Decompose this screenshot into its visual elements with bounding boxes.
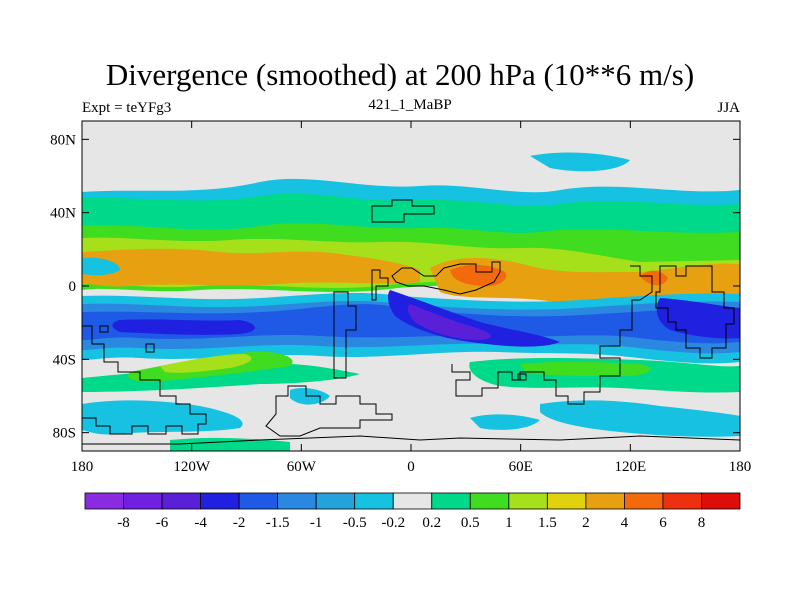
x-tick-label: 60W (287, 459, 317, 475)
contour-region (170, 437, 290, 451)
colorbar-label: 6 (659, 515, 667, 531)
colorbar-label: -6 (156, 515, 169, 531)
experiment-label: Expt = teYFg3 (82, 100, 172, 116)
colorbar-label: 0.2 (422, 515, 441, 531)
coastline (371, 269, 389, 301)
colorbar-label: 1.5 (538, 515, 557, 531)
colorbar-swatch (277, 492, 317, 510)
colorbar-swatch (508, 492, 548, 510)
colorbar-swatch (123, 492, 163, 510)
coastline (82, 435, 740, 445)
coastline (99, 325, 109, 333)
colorbar-label: 0.5 (461, 515, 480, 531)
colorbar-swatch (315, 492, 356, 510)
coastline (451, 265, 653, 405)
contour-region (82, 400, 243, 435)
x-tick-label: 120E (614, 459, 646, 475)
coastline (655, 265, 735, 359)
contour-region (470, 414, 540, 430)
colorbar-swatch (469, 492, 510, 510)
coastline (371, 199, 435, 223)
colorbar-label: 4 (621, 515, 629, 531)
colorbar-swatch (585, 492, 625, 510)
contour-region (82, 248, 420, 287)
colorbar-label: -1 (310, 515, 323, 531)
coastline (333, 291, 357, 379)
colorbar-swatch (701, 492, 741, 510)
y-tick-label: 80S (53, 426, 76, 442)
colorbar-swatch (354, 492, 394, 510)
coastline (82, 325, 207, 435)
contour-region (520, 361, 651, 376)
colorbar-label: 2 (582, 515, 590, 531)
x-tick-label: 120W (173, 459, 211, 475)
colorbar-swatch (431, 492, 471, 510)
contour-region (407, 304, 491, 340)
colorbar-label: -0.2 (381, 515, 405, 531)
colorbar-swatch (238, 492, 279, 510)
contour-region (640, 270, 668, 286)
colorbar-label: 8 (698, 515, 706, 531)
colorbar-label: 1 (505, 515, 513, 531)
coastlines (82, 199, 740, 445)
colorbar-swatch (624, 492, 664, 510)
y-axis: 80N 40N 0 40S 80S (50, 132, 740, 442)
contour-region (656, 298, 740, 339)
y-tick-label: 40S (53, 352, 76, 368)
y-tick-label: 40N (50, 206, 76, 222)
colorbar: -8 -6 -4 -2 -1.5 -1 -0.5 -0.2 0.2 0.5 1 1.5 2 4 6 8 (84, 492, 741, 531)
contour-region (82, 363, 360, 392)
colorbar-swatch (84, 492, 124, 510)
x-tick-label: 180 (729, 459, 752, 475)
colorbar-swatch (662, 492, 702, 510)
y-tick-label: 80N (50, 132, 76, 148)
contour-region (530, 152, 630, 172)
coastline (517, 373, 527, 381)
colorbar-swatch (392, 492, 433, 510)
y-tick-label: 0 (69, 279, 77, 295)
colorbar-swatch (161, 492, 201, 510)
x-tick-label: 0 (407, 459, 415, 475)
season-label: JJA (717, 100, 740, 116)
colorbar-swatch (200, 492, 240, 510)
run-label: 421_1_MaBP (368, 97, 452, 113)
contour-region (112, 319, 255, 335)
x-axis: 180 120W 60W 0 60E 120E 180 (71, 121, 752, 475)
contour-region (82, 257, 120, 276)
colorbar-swatch (546, 492, 587, 510)
x-tick-label: 60E (509, 459, 533, 475)
contour-region (160, 354, 252, 373)
coastline (391, 261, 501, 295)
field-layer (82, 121, 740, 451)
coastline (145, 343, 155, 353)
contour-region (540, 400, 740, 437)
x-tick-label: 180 (71, 459, 94, 475)
colorbar-label: -2 (233, 515, 246, 531)
colorbar-label: -0.5 (343, 515, 367, 531)
chart-title: Divergence (smoothed) at 200 hPa (10**6 … (105, 57, 695, 92)
colorbar-label: -1.5 (266, 515, 290, 531)
colorbar-label: -8 (117, 515, 130, 531)
coastline (265, 385, 393, 437)
colorbar-label: -4 (194, 515, 207, 531)
contour-region (387, 290, 560, 347)
